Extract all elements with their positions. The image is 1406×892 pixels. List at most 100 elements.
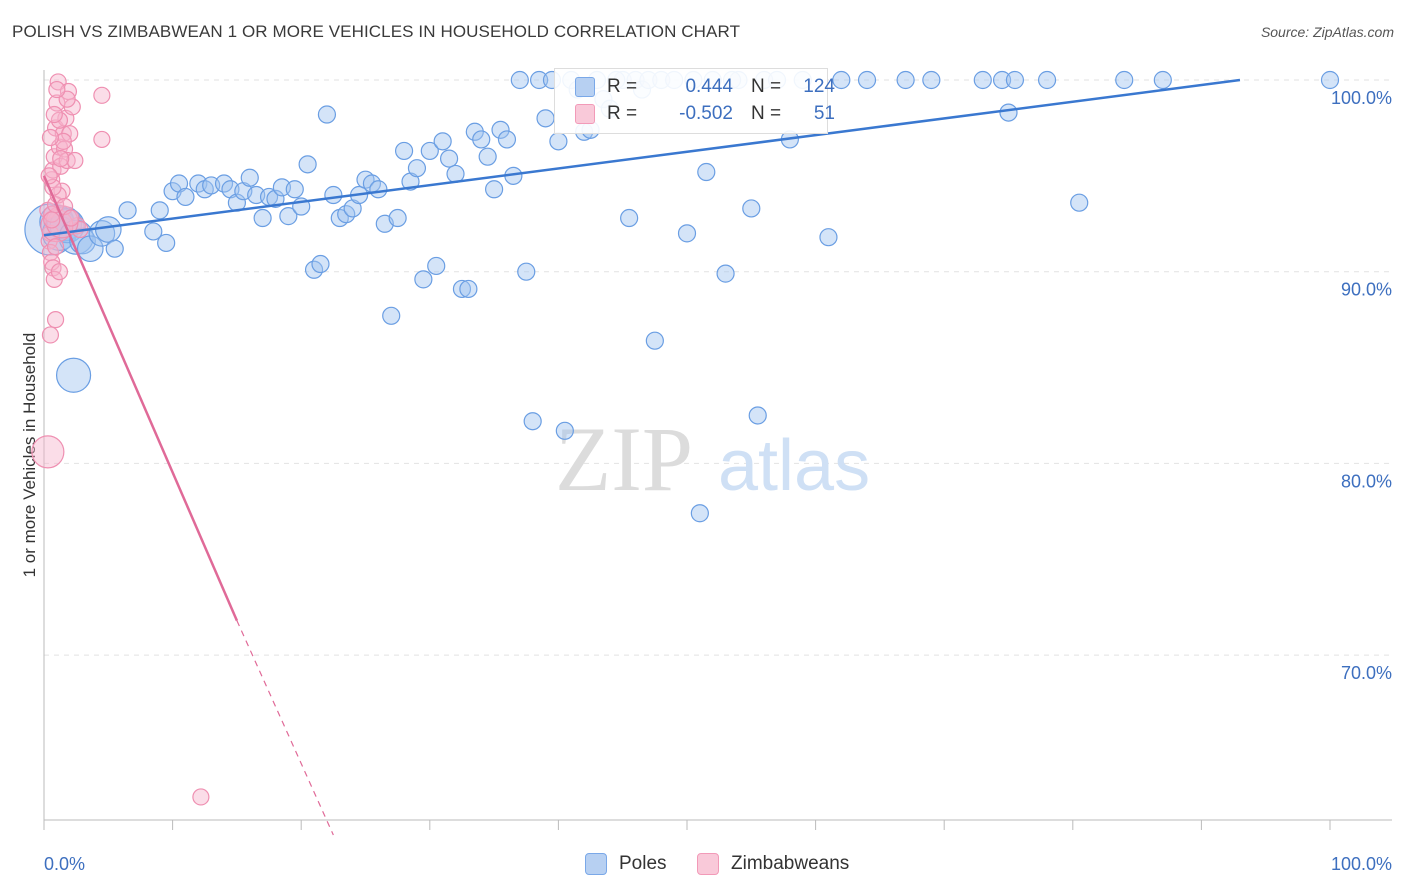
trend-lines bbox=[42, 78, 1241, 836]
data-point-poles bbox=[999, 103, 1018, 122]
data-point-poles bbox=[973, 70, 992, 90]
data-point-poles bbox=[478, 147, 497, 166]
gridlines bbox=[43, 70, 1392, 830]
legend-row-zimbabweans: R = -0.502 N = 51 bbox=[575, 101, 835, 127]
data-point-poles bbox=[285, 180, 304, 199]
data-point-poles bbox=[452, 279, 472, 299]
data-point-poles bbox=[439, 149, 459, 168]
data-point-poles bbox=[491, 120, 510, 139]
data-point-poles bbox=[420, 141, 439, 161]
data-point-zimbabweans bbox=[46, 238, 65, 256]
trend-line-zimbabweans-extension bbox=[236, 620, 334, 836]
watermark-zip: ZIP bbox=[555, 408, 693, 510]
data-point-poles bbox=[555, 421, 574, 440]
data-point-zimbabweans bbox=[50, 263, 69, 281]
x-tick-label: 100.0% bbox=[1331, 854, 1392, 874]
data-point-poles bbox=[414, 270, 433, 289]
x-tick-label: 0.0% bbox=[44, 854, 85, 874]
data-point-poles bbox=[1320, 70, 1340, 90]
data-point-poles bbox=[94, 216, 122, 243]
data-point-poles bbox=[819, 228, 838, 247]
data-point-poles bbox=[857, 70, 877, 90]
data-point-poles bbox=[677, 224, 697, 243]
data-point-zimbabweans bbox=[52, 149, 70, 168]
data-point-poles bbox=[530, 70, 549, 90]
data-point-poles bbox=[549, 132, 568, 151]
data-point-poles bbox=[55, 357, 92, 393]
data-point-poles bbox=[510, 70, 529, 90]
watermark-atlas: atlas bbox=[718, 426, 870, 506]
data-point-zimbabweans bbox=[46, 311, 65, 329]
legend-n-value: 51 bbox=[813, 103, 835, 124]
data-point-poles bbox=[1037, 70, 1057, 90]
data-point-poles bbox=[536, 109, 555, 128]
legend-swatch-poles bbox=[575, 77, 595, 97]
data-point-poles bbox=[253, 208, 272, 228]
legend-row-poles: R = 0.444 N = 124 bbox=[575, 74, 835, 100]
legend-r-label: R = bbox=[607, 103, 638, 124]
data-point-poles bbox=[832, 70, 851, 90]
trend-line-poles bbox=[43, 78, 1241, 237]
data-point-poles bbox=[1115, 70, 1134, 90]
poles-swatch bbox=[585, 853, 607, 875]
data-point-zimbabweans bbox=[93, 130, 111, 149]
data-point-poles bbox=[118, 201, 137, 220]
data-point-poles bbox=[896, 70, 915, 90]
data-point-poles bbox=[150, 201, 169, 220]
zimbabweans-label: Zimbabweans bbox=[731, 853, 850, 874]
data-point-zimbabweans bbox=[45, 105, 63, 124]
data-point-poles bbox=[748, 406, 767, 425]
data-point-poles bbox=[992, 70, 1012, 90]
data-point-poles bbox=[697, 162, 716, 182]
tick-labels: 70.0% 80.0% 90.0% 100.0% 0.0% 100.0% bbox=[44, 88, 1392, 874]
series-zimbabweans bbox=[31, 73, 210, 806]
y-tick-label: 70.0% bbox=[1341, 663, 1392, 683]
stats-legend: R = 0.444 N = 124 R = -0.502 N = 51 bbox=[554, 68, 835, 134]
data-point-poles bbox=[311, 254, 330, 274]
legend-r-label: R = bbox=[607, 76, 638, 97]
data-point-poles bbox=[407, 159, 427, 178]
data-point-zimbabweans bbox=[43, 211, 61, 229]
data-point-poles bbox=[76, 235, 104, 263]
data-point-poles bbox=[266, 189, 285, 208]
y-tick-label: 100.0% bbox=[1331, 88, 1392, 108]
data-point-poles bbox=[433, 132, 452, 151]
zimbabweans-swatch bbox=[697, 853, 719, 875]
legend-swatch-zimbabweans bbox=[575, 104, 595, 124]
data-point-poles bbox=[1153, 70, 1172, 90]
data-point-poles bbox=[742, 199, 761, 218]
data-point-poles bbox=[388, 208, 407, 228]
data-point-poles bbox=[105, 239, 124, 258]
y-tick-label: 90.0% bbox=[1341, 280, 1392, 300]
data-point-poles bbox=[298, 155, 317, 174]
data-point-zimbabweans bbox=[93, 86, 111, 104]
data-point-zimbabweans bbox=[40, 167, 58, 185]
bottom-legend-zimbabweans: Zimbabweans bbox=[697, 852, 849, 876]
data-point-poles bbox=[382, 306, 401, 325]
data-point-poles bbox=[645, 331, 664, 350]
poles-label: Poles bbox=[619, 853, 667, 874]
data-point-poles bbox=[620, 208, 639, 228]
data-point-poles bbox=[369, 180, 388, 199]
data-point-poles bbox=[497, 130, 517, 149]
data-point-poles bbox=[279, 207, 298, 226]
data-point-zimbabweans bbox=[31, 435, 65, 469]
data-point-poles bbox=[427, 256, 446, 276]
data-point-poles bbox=[716, 264, 735, 283]
data-point-poles bbox=[459, 279, 478, 299]
data-point-poles bbox=[157, 233, 176, 253]
y-tick-label: 80.0% bbox=[1341, 471, 1392, 491]
data-point-zimbabweans bbox=[41, 326, 60, 344]
data-point-zimbabweans bbox=[66, 151, 84, 170]
legend-r-value: -0.502 bbox=[679, 103, 733, 124]
data-point-poles bbox=[144, 222, 163, 241]
data-point-poles bbox=[1070, 193, 1089, 212]
data-point-poles bbox=[176, 187, 195, 207]
data-point-poles bbox=[922, 70, 941, 90]
data-point-zimbabweans bbox=[192, 788, 210, 806]
data-point-poles bbox=[1005, 70, 1025, 90]
bottom-legend-poles: Poles bbox=[585, 852, 667, 876]
data-point-poles bbox=[324, 185, 343, 205]
legend-n-label: N = bbox=[751, 103, 782, 124]
